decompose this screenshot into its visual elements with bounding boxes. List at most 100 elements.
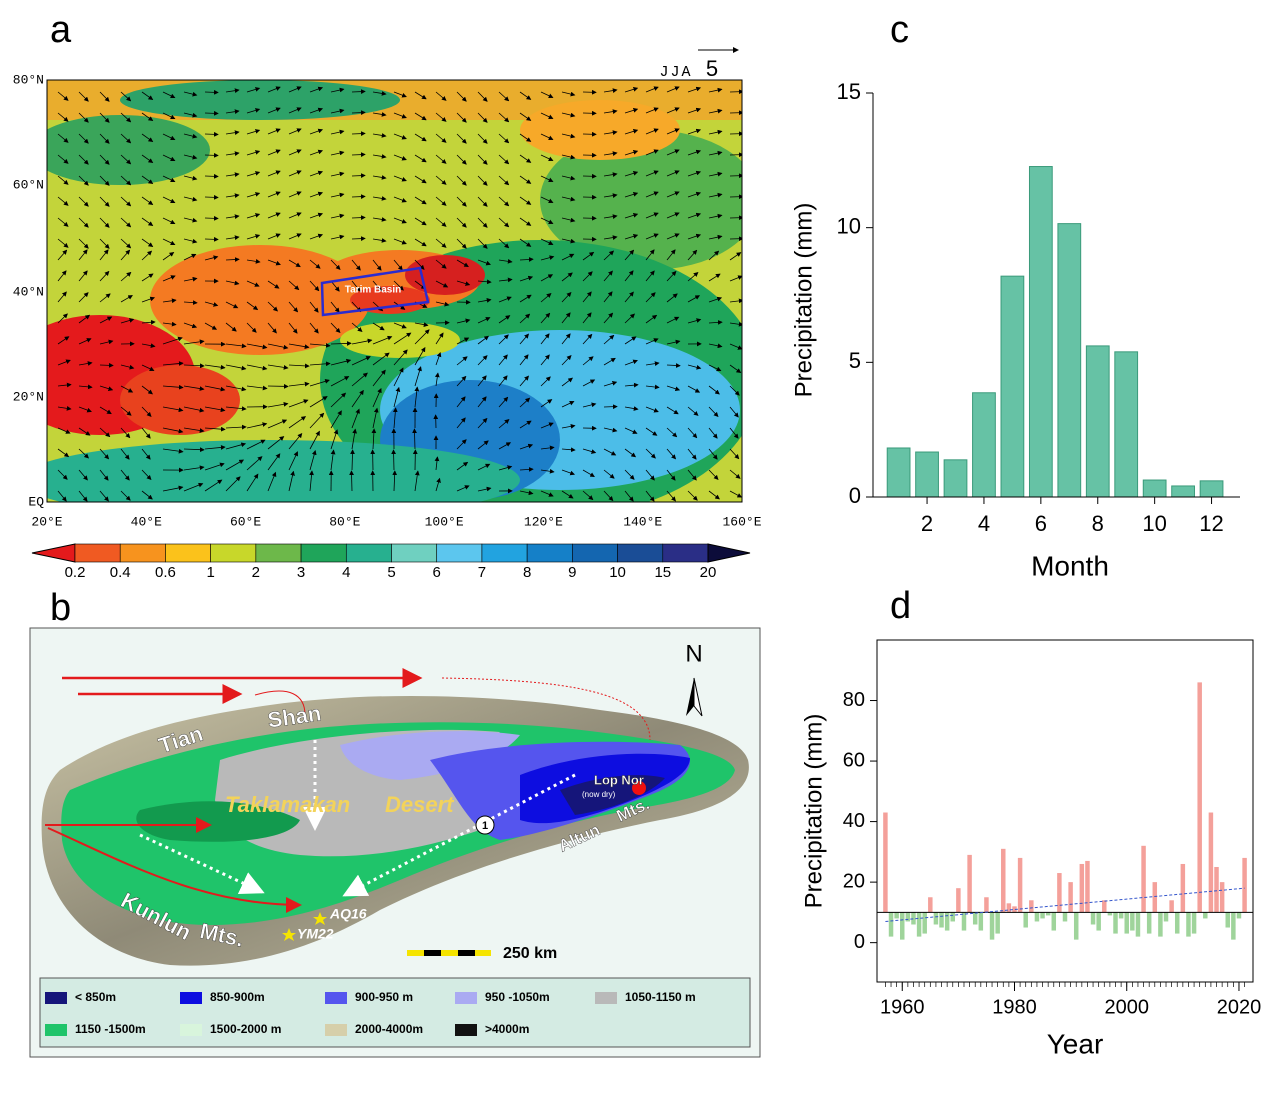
- vector: [393, 154, 407, 161]
- vector: [162, 427, 184, 434]
- colorbar-swatch: [255, 543, 302, 563]
- vector: [309, 412, 325, 429]
- vector: [183, 133, 198, 139]
- vector: [456, 154, 467, 165]
- bar: [1158, 912, 1163, 937]
- vector: [330, 376, 350, 387]
- vector: [414, 238, 427, 247]
- vector: [99, 91, 110, 102]
- bar: [1068, 882, 1073, 913]
- vector: [162, 448, 184, 454]
- vector: [330, 171, 345, 177]
- colorbar-swatch: [391, 543, 438, 563]
- vector: [414, 217, 427, 226]
- vector: [57, 291, 67, 303]
- vector: [708, 171, 723, 177]
- vector: [498, 238, 510, 249]
- vector: [708, 250, 720, 261]
- flow-arrow: [47, 827, 302, 913]
- vector: [624, 129, 639, 135]
- bar: [1090, 912, 1096, 925]
- vector: [666, 448, 677, 460]
- y-tick-label: 40: [843, 810, 865, 832]
- vector: [57, 154, 69, 164]
- colorbar-swatch: [300, 543, 347, 563]
- legend: < 850m 850-900m 900-950 m 950 -1050m 1050-11…: [45, 990, 696, 1036]
- x-tick-label: 4: [978, 511, 990, 536]
- colorbar-swatch: [572, 543, 618, 563]
- vector: [99, 196, 110, 207]
- vector: [624, 108, 639, 114]
- vector: [540, 312, 551, 324]
- vector: [540, 293, 552, 303]
- vector: [687, 490, 698, 501]
- vector: [392, 407, 398, 429]
- vector: [351, 372, 368, 387]
- vector: [729, 298, 742, 304]
- vector: [645, 128, 659, 135]
- vector: [141, 343, 156, 349]
- bar: [1096, 912, 1101, 931]
- vector: [330, 108, 345, 114]
- vector: [624, 448, 637, 458]
- vector: [78, 238, 89, 249]
- vector: [666, 427, 678, 438]
- vector: [99, 385, 114, 391]
- vector: [519, 420, 532, 429]
- vector: [519, 154, 532, 163]
- bar: [1208, 812, 1214, 913]
- vector: [477, 217, 488, 228]
- place-label: 1: [482, 820, 488, 832]
- legend-box: [39, 977, 751, 1048]
- vector: [645, 384, 660, 390]
- bar: [1079, 863, 1085, 913]
- vector: [645, 212, 659, 219]
- bar: [894, 912, 899, 919]
- chart-d: 0 20 40 60 80 1960 1980 2000 2020 Year Precipitati…: [800, 639, 1261, 1059]
- vector: [391, 449, 396, 471]
- vector: [603, 334, 615, 345]
- vector: [225, 130, 240, 136]
- lon-label: 120°E: [524, 514, 563, 529]
- bar: [1225, 912, 1230, 928]
- vector: [624, 249, 635, 261]
- bar: [933, 912, 939, 925]
- vector: [603, 235, 618, 240]
- bar: [961, 912, 967, 931]
- vector: [540, 175, 554, 182]
- vector: [603, 214, 618, 219]
- vector: [729, 364, 742, 374]
- vector: [666, 233, 680, 240]
- vector: [708, 150, 723, 156]
- vector: [120, 133, 132, 144]
- vector: [183, 91, 198, 97]
- colorbar-swatch: [617, 543, 664, 563]
- vector: [666, 363, 681, 368]
- vector: [393, 91, 407, 98]
- vector: [120, 175, 132, 186]
- vector: [645, 86, 659, 93]
- legend-swatch: [45, 1024, 67, 1036]
- bar: [1057, 223, 1082, 498]
- vector: [708, 320, 723, 325]
- vector: [498, 334, 509, 345]
- x-tick-label: 10: [1142, 511, 1166, 536]
- north-arrow-left: [686, 678, 694, 716]
- vector: [561, 377, 573, 387]
- vector: [183, 385, 205, 391]
- vector: [624, 313, 635, 324]
- vector: [666, 107, 680, 114]
- vector: [519, 490, 534, 496]
- place-label: AQ16: [329, 906, 367, 922]
- vector: [99, 406, 112, 415]
- vector: [645, 191, 659, 198]
- vector: [204, 301, 219, 307]
- scale-bar: [407, 950, 491, 956]
- vector: [603, 448, 617, 456]
- vector: [498, 442, 512, 450]
- vector: [372, 196, 387, 201]
- vector: [561, 196, 576, 202]
- vector: [267, 436, 285, 450]
- vector: [141, 427, 151, 439]
- x-axis-label: Month: [1031, 550, 1109, 581]
